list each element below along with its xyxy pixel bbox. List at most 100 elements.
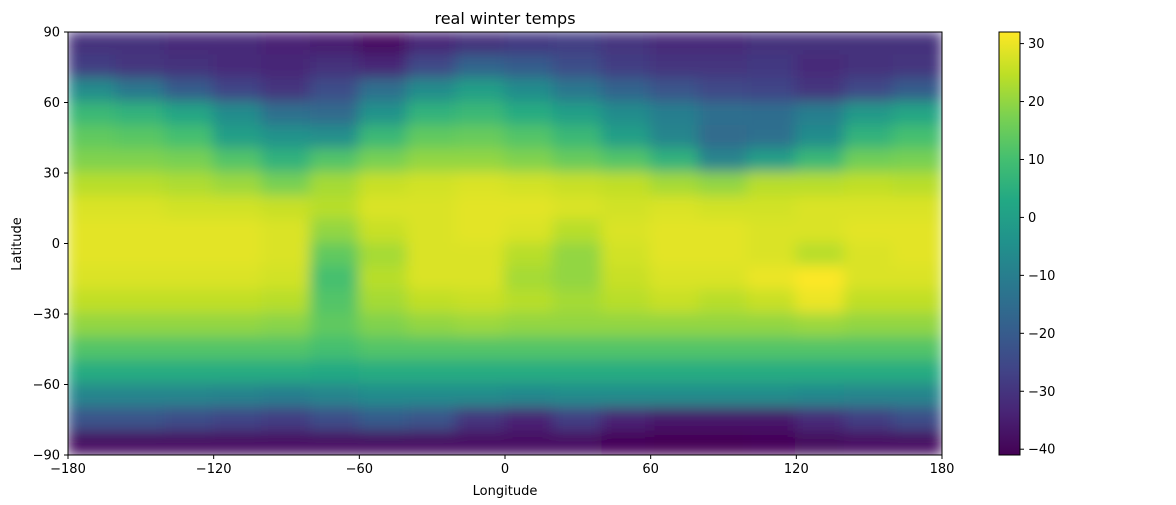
heatmap-cell: [892, 101, 942, 127]
heatmap-cell: [68, 54, 118, 80]
heatmap-cell: [601, 430, 652, 455]
heatmap-cell: [892, 242, 942, 268]
heatmap-cell: [795, 219, 846, 245]
heatmap-cell: [843, 360, 895, 386]
heatmap-cell: [698, 360, 749, 386]
heatmap-cell: [406, 101, 458, 127]
heatmap-cell: [212, 32, 264, 57]
x-tick-label: 60: [642, 462, 659, 477]
heatmap-cell: [649, 407, 701, 433]
x-tick-label: −60: [346, 462, 373, 477]
heatmap-cell: [601, 407, 652, 433]
heatmap-cell: [115, 32, 167, 57]
heatmap-cell: [746, 32, 798, 57]
heatmap-cell: [358, 266, 409, 292]
heatmap-cell: [698, 101, 749, 127]
heatmap-cell: [406, 266, 458, 292]
heatmap-cell: [164, 125, 215, 151]
heatmap-cell: [68, 125, 118, 151]
heatmap-cell: [795, 289, 846, 315]
heatmap-cell: [68, 289, 118, 315]
heatmap-cell: [455, 336, 506, 362]
heatmap-cell: [601, 125, 652, 151]
colorbar-gradient: [998, 31, 1021, 456]
x-axis-label: Longitude: [473, 484, 538, 499]
heatmap-cell: [115, 430, 167, 455]
colorbar-tick-label: −10: [1028, 269, 1055, 284]
heatmap-cell: [892, 430, 942, 455]
heatmap-cell: [406, 54, 458, 80]
y-axis-ticks: −90 −60 −30 0 30 60 90: [33, 26, 68, 464]
heatmap-cell: [892, 407, 942, 433]
heatmap-cell: [795, 360, 846, 386]
heatmap-cell: [892, 32, 942, 57]
heatmap-cell: [212, 360, 264, 386]
heatmap-cell: [746, 54, 798, 80]
heatmap-cell: [455, 195, 506, 221]
heatmap-cell: [406, 289, 458, 315]
heatmap-cell: [649, 219, 701, 245]
heatmap-cell: [552, 313, 604, 339]
heatmap-cell: [212, 125, 264, 151]
heatmap-cell: [746, 383, 798, 409]
heatmap-cell: [601, 195, 652, 221]
heatmap-cell: [698, 78, 749, 104]
colorbar-tick-label: −40: [1028, 443, 1055, 458]
heatmap-cell: [843, 289, 895, 315]
heatmap-cell: [164, 219, 215, 245]
heatmap-cell: [698, 242, 749, 268]
heatmap-cell: [552, 78, 604, 104]
heatmap-cell: [843, 32, 895, 57]
heatmap-cell: [795, 172, 846, 198]
colorbar-tick-label: 20: [1028, 95, 1045, 110]
colorbar-tick-label: 0: [1028, 211, 1036, 226]
heatmap-cell: [601, 148, 652, 174]
heatmap-cell: [552, 219, 604, 245]
heatmap-cell: [406, 195, 458, 221]
heatmap-cell: [68, 78, 118, 104]
heatmap-cell: [552, 289, 604, 315]
heatmap-cell: [309, 172, 361, 198]
heatmap-cell: [746, 266, 798, 292]
x-axis-ticks: −180 −120 −60 0 60 120 180: [50, 455, 954, 477]
heatmap-cell: [601, 289, 652, 315]
heatmap-cell: [504, 78, 555, 104]
heatmap-cell: [406, 219, 458, 245]
heatmap-cell: [843, 266, 895, 292]
heatmap-cell: [843, 172, 895, 198]
heatmap-cell: [309, 289, 361, 315]
colorbar-tick-label: −20: [1028, 327, 1055, 342]
heatmap-cell: [309, 54, 361, 80]
heatmap-cell: [212, 148, 264, 174]
heatmap-cell: [746, 101, 798, 127]
heatmap-cell: [601, 360, 652, 386]
heatmap-cell: [261, 54, 312, 80]
heatmap-cell: [601, 313, 652, 339]
heatmap-cell: [455, 407, 506, 433]
heatmap-cell: [261, 383, 312, 409]
heatmap-cell: [358, 360, 409, 386]
colorbar: −40 −30 −20 −10 0 10 20 30: [998, 31, 1055, 458]
heatmap-cell: [212, 313, 264, 339]
heatmap-cell: [552, 172, 604, 198]
heatmap-cell: [795, 430, 846, 455]
heatmap-cell: [601, 242, 652, 268]
heatmap-cell: [843, 430, 895, 455]
heatmap-cell: [455, 32, 506, 57]
heatmap-cell: [843, 54, 895, 80]
heatmap-cell: [795, 32, 846, 57]
y-tick-label: 0: [52, 237, 60, 252]
chart-title: real winter temps: [434, 9, 575, 28]
heatmap-cell: [601, 32, 652, 57]
heatmap-cell: [649, 430, 701, 455]
heatmap-cell: [892, 336, 942, 362]
heatmap-cell: [552, 101, 604, 127]
heatmap-cell: [649, 78, 701, 104]
heatmap-cell: [212, 219, 264, 245]
heatmap-cell: [601, 336, 652, 362]
heatmap-cell: [309, 242, 361, 268]
heatmap-cell: [164, 195, 215, 221]
heatmap-cell: [406, 313, 458, 339]
heatmap-cell: [212, 78, 264, 104]
heatmap-cell: [746, 78, 798, 104]
